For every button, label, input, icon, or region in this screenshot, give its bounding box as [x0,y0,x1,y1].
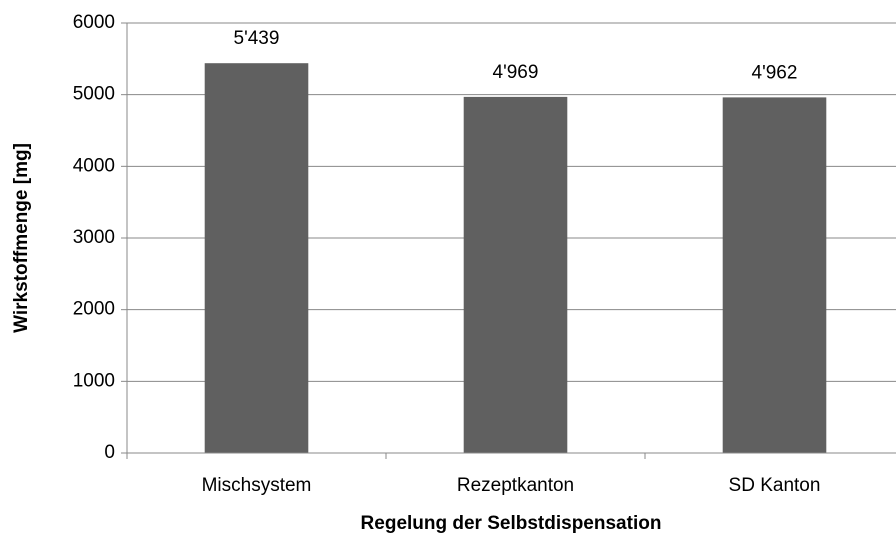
value-label: 4'969 [493,62,539,83]
bar [463,96,568,453]
y-tick-label: 1000 [73,370,115,391]
y-tick-label: 4000 [73,155,115,176]
bar [204,63,309,454]
value-label: 5'439 [234,28,280,49]
x-tick-label: SD Kanton [729,475,821,496]
y-tick-label: 6000 [73,12,115,33]
x-tick-label: Rezeptkanton [457,475,574,496]
y-tick-label: 2000 [73,299,115,320]
bar [722,97,827,453]
y-tick-label: 5000 [73,84,115,105]
y-tick-label: 3000 [73,227,115,248]
x-axis-label: Regelung der Selbstdispensation [361,513,662,534]
y-tick-label: 0 [104,442,115,463]
y-axis-label: Wirkstoffmenge [mg] [11,143,32,333]
x-tick-label: Mischsystem [202,475,312,496]
value-label: 4'962 [752,62,798,83]
